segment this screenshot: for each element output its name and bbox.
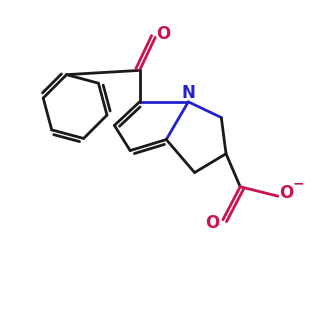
Text: O: O xyxy=(205,214,219,232)
Text: −: − xyxy=(292,177,304,191)
Text: N: N xyxy=(181,84,195,102)
Text: O: O xyxy=(156,25,170,43)
Text: O: O xyxy=(279,184,293,202)
